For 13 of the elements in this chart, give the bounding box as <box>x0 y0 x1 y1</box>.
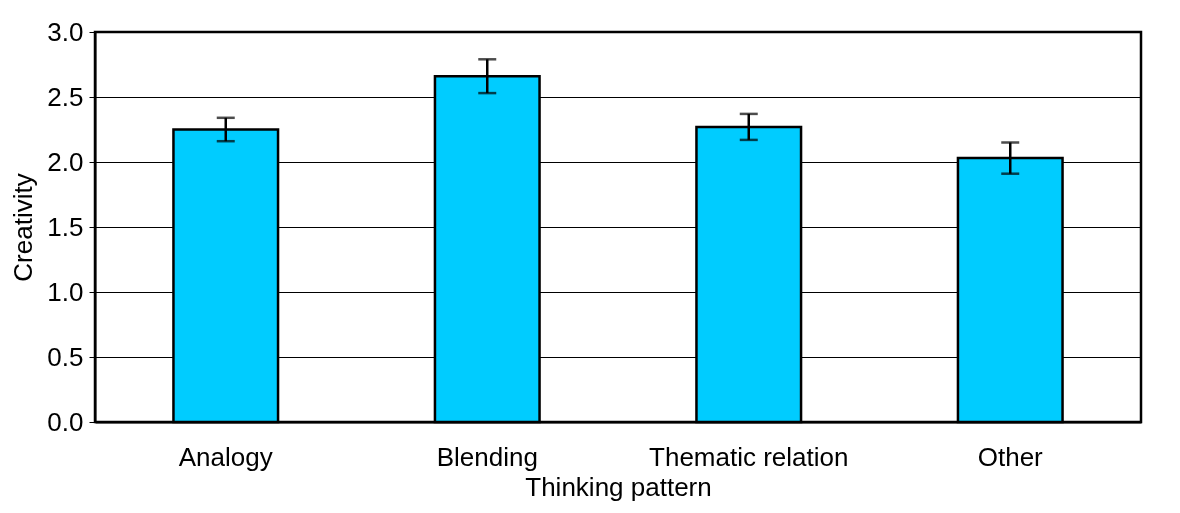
y-tick-label: 2.0 <box>47 146 84 177</box>
x-tick-label: Other <box>977 441 1044 472</box>
y-tick-label: 2.5 <box>47 81 84 112</box>
x-tick-label: Analogy <box>178 441 273 472</box>
y-tick-label: 0.5 <box>47 341 84 372</box>
x-axis-title: Thinking pattern <box>525 471 712 502</box>
y-tick-label: 1.0 <box>47 276 84 307</box>
y-tick-label: 1.5 <box>47 211 84 242</box>
x-tick-label: Thematic relation <box>649 441 849 472</box>
y-tick-label: 3.0 <box>47 16 84 47</box>
y-tick-label: 0.0 <box>47 406 84 437</box>
x-tick-label: Blending <box>436 441 538 472</box>
y-axis-title: Creativity <box>8 173 39 282</box>
